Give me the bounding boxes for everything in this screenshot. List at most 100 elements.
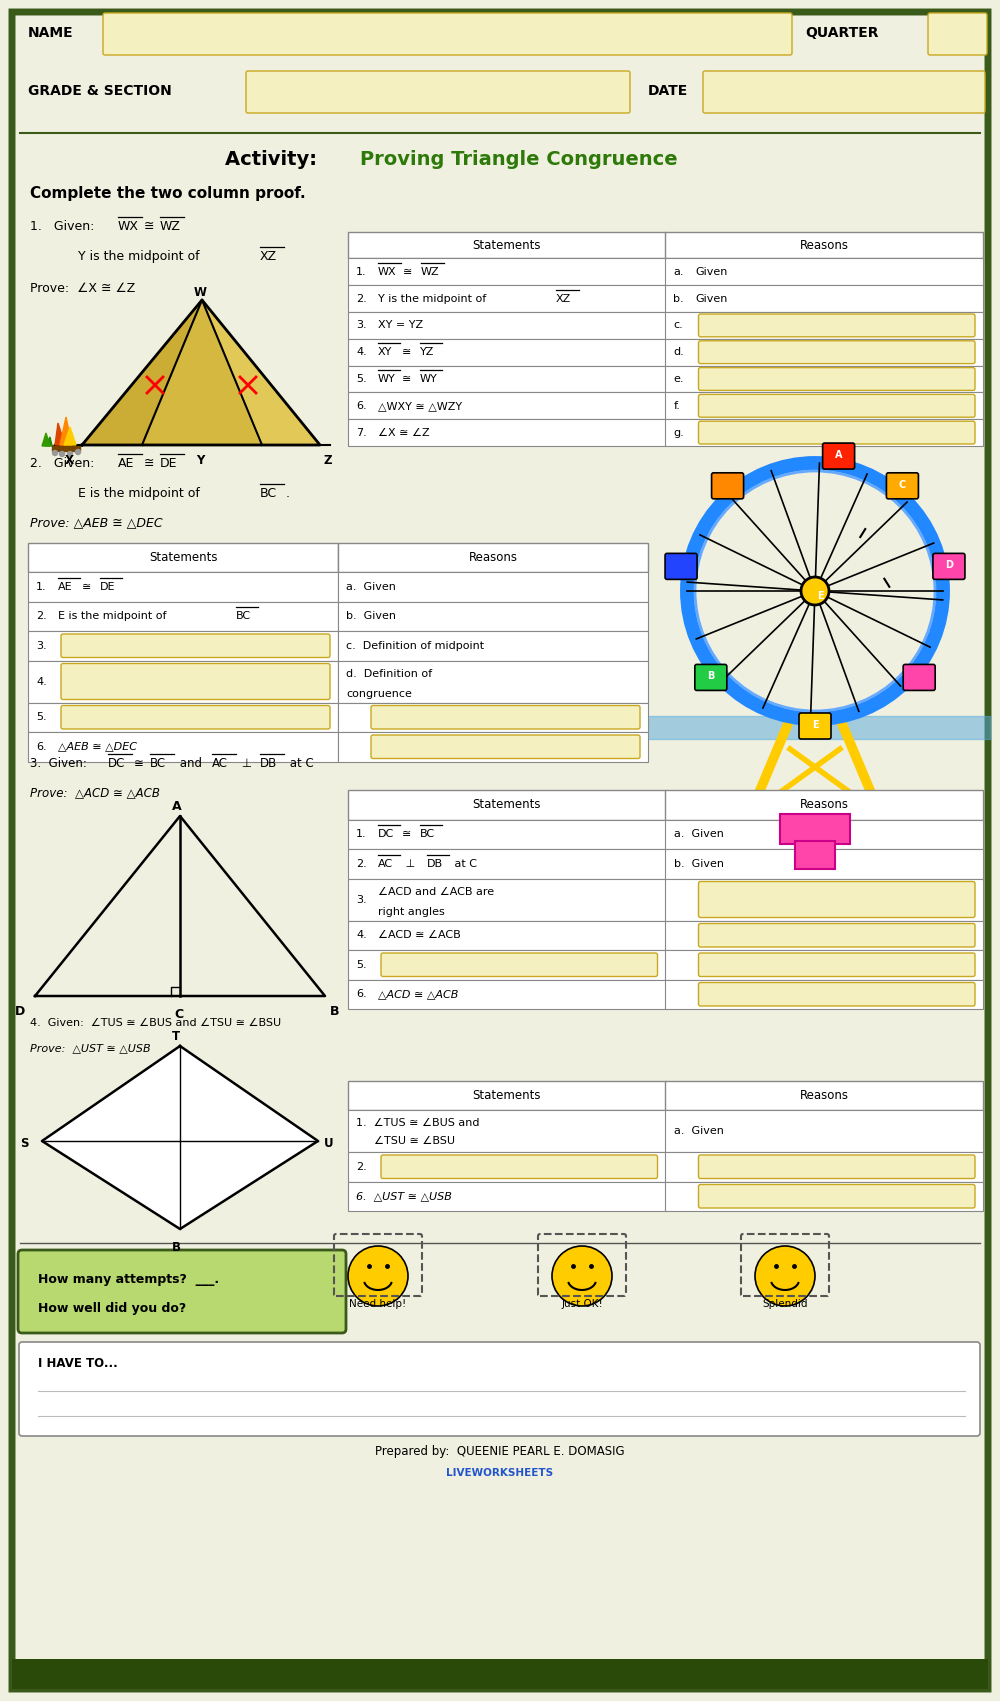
Text: YZ: YZ	[420, 347, 434, 357]
Bar	[28, 543, 338, 572]
Bar	[665, 980, 983, 1009]
FancyBboxPatch shape	[799, 713, 831, 738]
FancyBboxPatch shape	[698, 881, 975, 917]
Bar	[665, 338, 983, 366]
FancyBboxPatch shape	[381, 1155, 657, 1179]
Bar	[665, 1080, 983, 1111]
Text: 6.: 6.	[36, 742, 47, 752]
FancyBboxPatch shape	[698, 395, 975, 417]
Text: DC: DC	[378, 830, 394, 839]
FancyBboxPatch shape	[103, 14, 792, 54]
Text: c.  Definition of midpoint: c. Definition of midpoint	[346, 641, 484, 651]
Text: ⊥: ⊥	[402, 859, 419, 869]
FancyBboxPatch shape	[665, 553, 697, 580]
FancyBboxPatch shape	[61, 706, 330, 730]
Text: BC: BC	[420, 830, 435, 839]
Bar	[338, 731, 648, 762]
Polygon shape	[55, 424, 65, 446]
Text: 3.: 3.	[356, 320, 367, 330]
Text: Need help!: Need help!	[349, 1300, 407, 1310]
Text: a.: a.	[674, 267, 684, 277]
Bar	[338, 543, 648, 572]
Text: 4.: 4.	[36, 677, 47, 687]
Text: Prepared by:  QUEENIE PEARL E. DOMASIG: Prepared by: QUEENIE PEARL E. DOMASIG	[375, 1444, 625, 1458]
Text: 5.: 5.	[356, 959, 367, 970]
FancyBboxPatch shape	[698, 367, 975, 391]
Text: Reasons: Reasons	[800, 1089, 849, 1102]
Polygon shape	[64, 427, 76, 446]
Bar	[338, 602, 648, 631]
Circle shape	[755, 1247, 815, 1306]
Text: B: B	[330, 1005, 340, 1017]
Text: .: .	[286, 486, 290, 500]
Text: AC: AC	[212, 757, 228, 769]
Bar	[348, 789, 666, 820]
Bar	[28, 572, 338, 602]
Text: 6.: 6.	[356, 401, 367, 412]
Text: AE: AE	[118, 456, 134, 469]
Bar	[348, 878, 666, 920]
Bar	[348, 920, 666, 949]
Circle shape	[60, 451, 64, 456]
Text: 3.: 3.	[36, 641, 47, 651]
Text: WZ: WZ	[421, 267, 440, 277]
FancyBboxPatch shape	[698, 340, 975, 364]
Text: and: and	[176, 757, 206, 769]
FancyBboxPatch shape	[698, 953, 975, 976]
Text: S: S	[20, 1136, 28, 1150]
Text: 6.  △UST ≅ △USB: 6. △UST ≅ △USB	[356, 1191, 452, 1201]
FancyBboxPatch shape	[12, 12, 988, 1689]
Text: Reasons: Reasons	[800, 238, 849, 252]
Text: 5.: 5.	[356, 374, 367, 384]
Text: Splendid: Splendid	[762, 1300, 808, 1310]
FancyBboxPatch shape	[61, 634, 330, 658]
Text: BC: BC	[236, 611, 251, 621]
Bar	[795, 840, 835, 869]
Text: at C: at C	[286, 757, 314, 769]
Text: U: U	[324, 1136, 334, 1150]
Text: 7.: 7.	[356, 427, 367, 437]
Text: NAME: NAME	[28, 26, 74, 41]
Text: Prove:  △ACD ≅ △ACB: Prove: △ACD ≅ △ACB	[30, 786, 160, 799]
Bar	[665, 920, 983, 949]
FancyBboxPatch shape	[698, 983, 975, 1005]
Text: e.: e.	[674, 374, 684, 384]
Bar	[12, 1658, 988, 1689]
Text: 1.   Given:: 1. Given:	[30, 219, 94, 233]
Text: b.  Given: b. Given	[674, 859, 724, 869]
Bar	[665, 849, 983, 878]
Circle shape	[76, 449, 80, 454]
Circle shape	[801, 577, 829, 606]
Text: b.  Given: b. Given	[346, 611, 396, 621]
Text: 4.: 4.	[356, 930, 367, 941]
Bar	[665, 1182, 983, 1211]
Bar	[28, 703, 338, 731]
Text: B: B	[172, 1240, 181, 1254]
Text: c.: c.	[674, 320, 683, 330]
Circle shape	[552, 1247, 612, 1306]
Bar	[348, 1182, 666, 1211]
Text: I HAVE TO...: I HAVE TO...	[38, 1356, 118, 1369]
Text: Given: Given	[695, 294, 728, 303]
Text: ∠ACD and ∠ACB are: ∠ACD and ∠ACB are	[378, 886, 494, 896]
FancyBboxPatch shape	[823, 442, 855, 469]
Text: A: A	[172, 799, 182, 813]
Bar	[338, 572, 648, 602]
Text: b.: b.	[674, 294, 684, 303]
Bar	[665, 1111, 983, 1152]
Bar	[348, 820, 666, 849]
Polygon shape	[60, 417, 72, 446]
Bar	[665, 418, 983, 446]
Text: Activity:: Activity:	[225, 150, 324, 168]
Text: 3.: 3.	[356, 895, 367, 905]
Text: WY: WY	[420, 374, 438, 384]
Text: d.  Definition of: d. Definition of	[346, 668, 432, 679]
Text: △ACD ≅ △ACB: △ACD ≅ △ACB	[378, 990, 458, 998]
Text: DE: DE	[160, 456, 178, 469]
FancyBboxPatch shape	[698, 315, 975, 337]
Circle shape	[348, 1247, 408, 1306]
Text: Prove:  ∠X ≅ ∠Z: Prove: ∠X ≅ ∠Z	[30, 281, 135, 294]
Text: XZ: XZ	[556, 294, 571, 303]
Text: Complete the two column proof.: Complete the two column proof.	[30, 185, 306, 201]
Text: W: W	[194, 286, 207, 298]
